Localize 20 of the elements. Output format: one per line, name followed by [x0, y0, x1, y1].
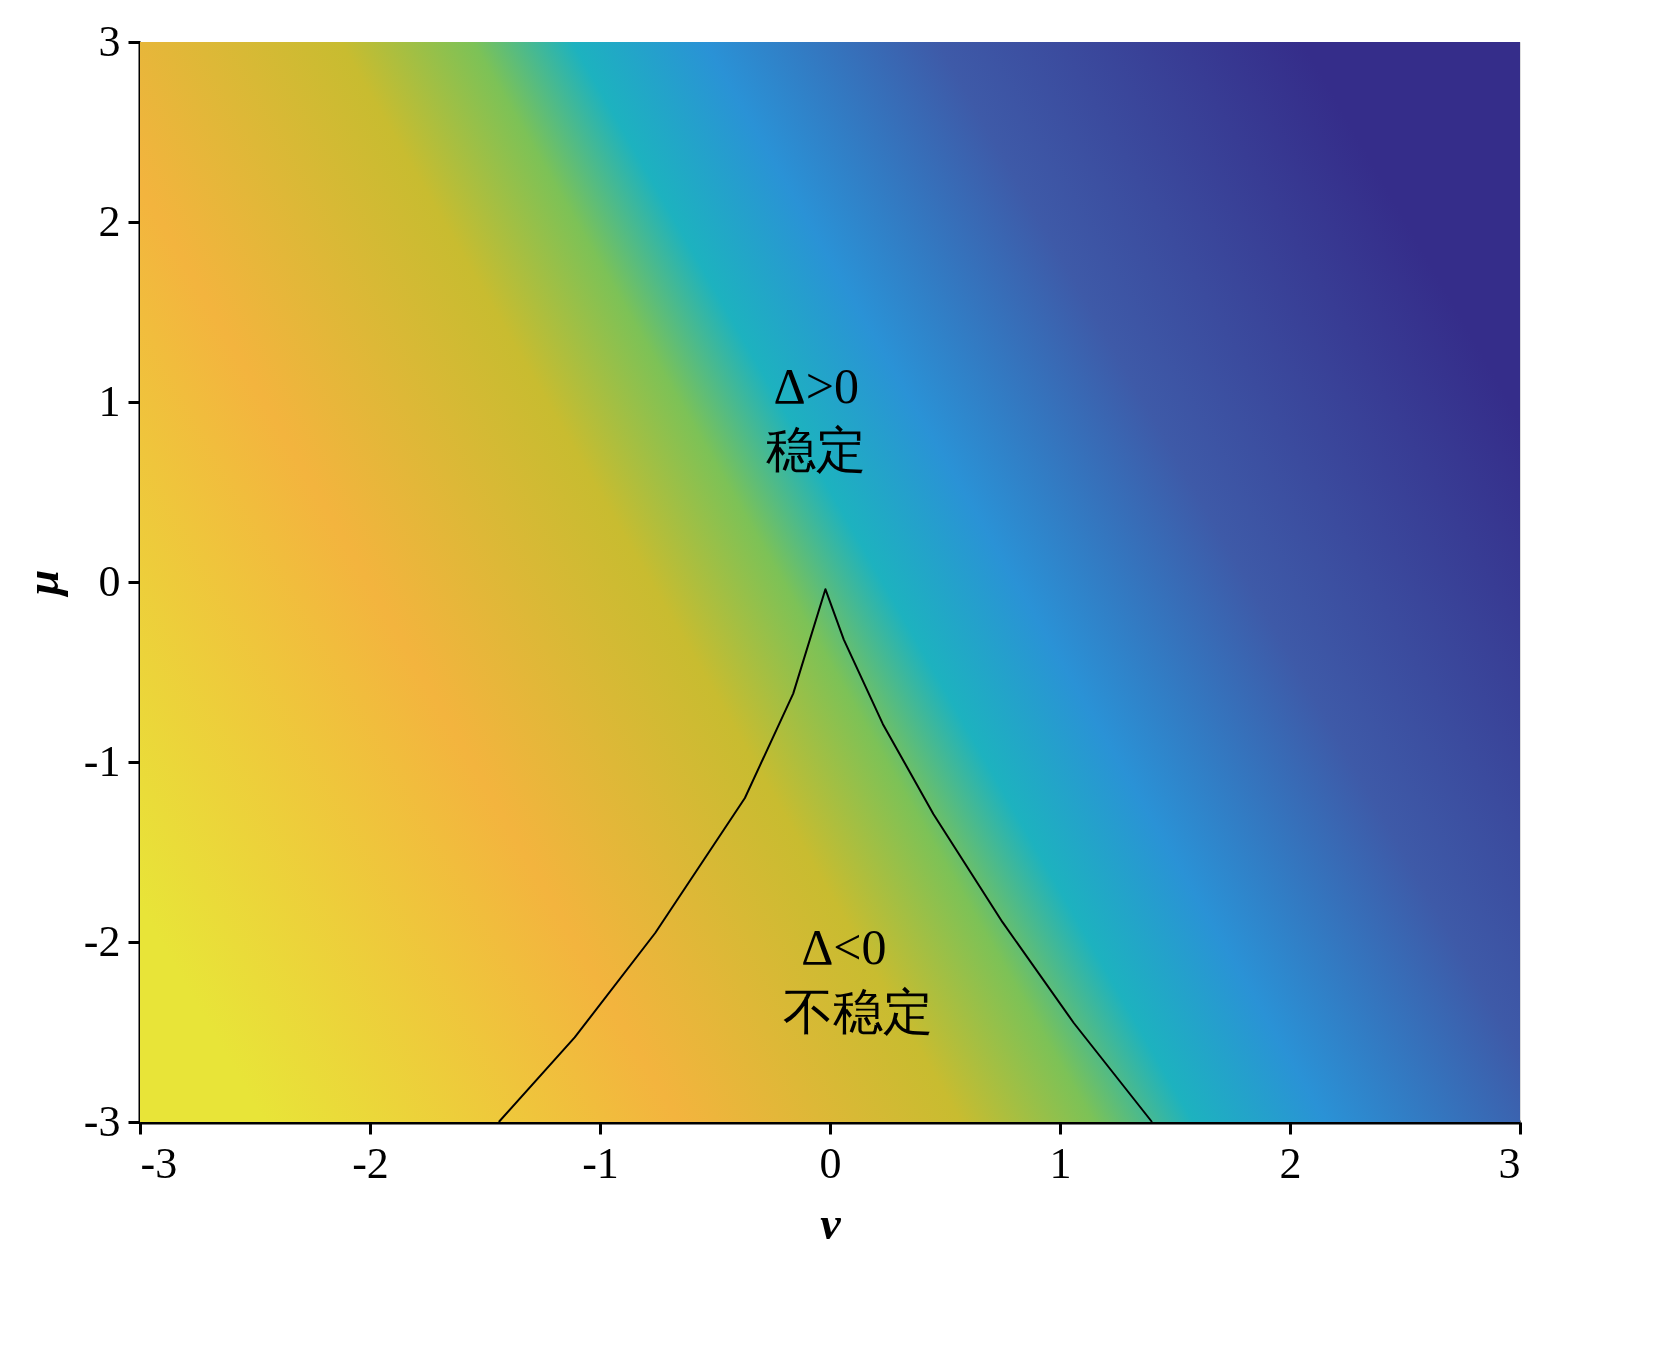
x-axis-title: v — [820, 1197, 842, 1249]
x-tick-label: 1 — [1049, 1138, 1072, 1188]
x-tick-label: 0 — [819, 1138, 842, 1188]
y-tick-label: -2 — [83, 916, 121, 966]
y-tick-label: 1 — [98, 376, 121, 426]
annotation: Δ>0 — [773, 357, 859, 414]
y-tick-label: 0 — [98, 556, 121, 606]
y-tick-label: -3 — [83, 1096, 121, 1146]
y-axis-title: μ — [16, 569, 68, 598]
y-tick-label: 2 — [98, 196, 121, 246]
x-tick-label: 2 — [1279, 1138, 1302, 1188]
annotation: Δ<0 — [801, 919, 887, 976]
x-tick-label: -1 — [582, 1138, 619, 1188]
annotation: 不稳定 — [782, 984, 933, 1040]
x-tick-label: -2 — [352, 1138, 389, 1188]
y-tick-label: 3 — [98, 16, 121, 66]
x-tick-label: 3 — [1498, 1138, 1521, 1188]
y-tick-label: -1 — [83, 736, 121, 786]
x-tick-label: -3 — [140, 1138, 178, 1188]
annotation: 稳定 — [766, 422, 867, 479]
